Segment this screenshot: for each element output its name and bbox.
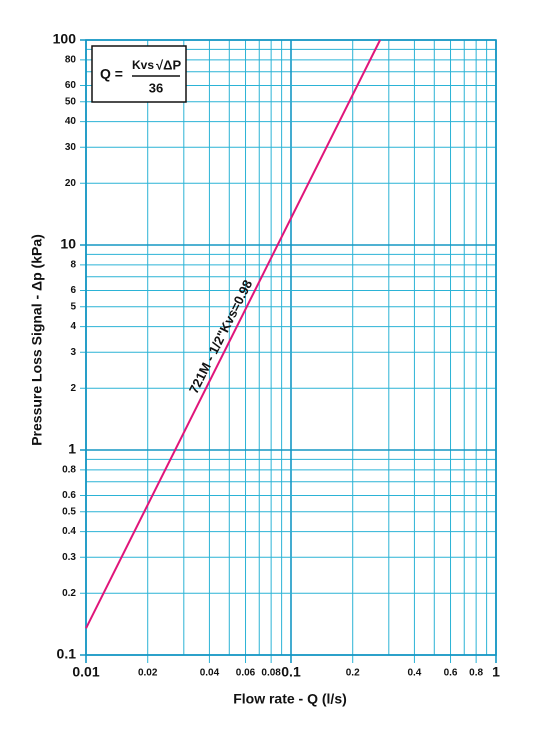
- y-tick-label: 40: [65, 116, 77, 127]
- y-tick-label: 2: [70, 383, 76, 394]
- y-tick-label: 0.8: [62, 465, 76, 476]
- y-tick-label: 10: [60, 236, 76, 252]
- y-tick-label: 20: [65, 178, 77, 189]
- plot-border: [85, 39, 497, 656]
- y-tick-label: 0.1: [57, 646, 77, 662]
- formula-k: Kvs: [132, 58, 154, 72]
- formula-frame: [91, 45, 187, 103]
- x-tick-label: 0.08: [261, 668, 281, 679]
- x-tick-label: 0.04: [200, 668, 220, 679]
- x-tick-label: 0.4: [407, 668, 421, 679]
- y-tick-label: 50: [65, 96, 77, 107]
- y-tick-label: 4: [70, 321, 76, 332]
- formula-denominator: 36: [149, 80, 163, 95]
- y-tick-label: 0.2: [62, 588, 76, 599]
- formula-root: √ΔP: [156, 57, 181, 72]
- y-tick-label: 80: [65, 55, 77, 66]
- y-tick-label: 3: [70, 347, 76, 358]
- x-tick-label: 0.6: [444, 668, 458, 679]
- y-tick-label: 0.5: [62, 506, 76, 517]
- y-tick-label: 6: [70, 285, 76, 296]
- y-tick-label: 5: [70, 301, 76, 312]
- x-tick-label: 0.1: [281, 664, 301, 680]
- y-axis-label: Pressure Loss Signal - Δp (kPa): [29, 234, 45, 446]
- x-tick-label: 0.01: [72, 664, 99, 680]
- x-tick-label: 0.06: [236, 668, 256, 679]
- y-tick-label: 0.6: [62, 490, 76, 501]
- y-tick-label: 60: [65, 80, 77, 91]
- x-tick-label: 1: [492, 664, 500, 680]
- y-tick-label: 8: [70, 260, 76, 271]
- y-tick-label: 100: [53, 31, 77, 47]
- formula-box: Q = Kvs √ΔP 36: [91, 45, 187, 103]
- formula-lhs: Q =: [100, 66, 123, 82]
- y-tick-label: 0.3: [62, 552, 76, 563]
- x-tick-label: 0.2: [346, 668, 360, 679]
- x-axis-label: Flow rate - Q (l/s): [233, 691, 347, 707]
- x-tick-label: 0.8: [469, 668, 483, 679]
- y-tick-label: 1: [68, 441, 76, 457]
- x-tick-label: 0.02: [138, 668, 158, 679]
- data-line: [85, 39, 381, 629]
- y-tick-label: 30: [65, 142, 77, 153]
- y-tick-label: 0.4: [62, 526, 76, 537]
